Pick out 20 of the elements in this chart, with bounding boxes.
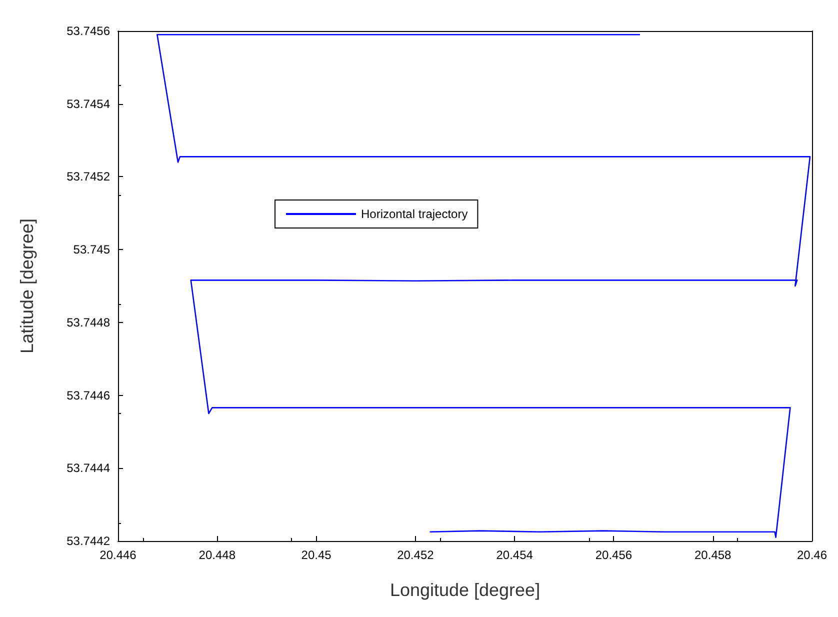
y-tick-label: 53.7444 xyxy=(66,461,110,476)
x-axis-title: Longitude [degree] xyxy=(390,580,540,600)
x-tick-label: 20.448 xyxy=(198,548,236,562)
y-tick-label: 53.745 xyxy=(73,242,110,257)
y-axis-title: Latitude [degree] xyxy=(17,218,37,354)
y-tick-label: 53.7448 xyxy=(66,315,110,330)
x-tick-label: 20.452 xyxy=(397,548,434,562)
line-series xyxy=(156,34,811,538)
x-tick-label: 20.458 xyxy=(694,548,732,562)
y-tick-label: 53.7446 xyxy=(66,388,110,402)
x-tick-label: 20.46 xyxy=(796,548,828,562)
y-tick-label: 53.7456 xyxy=(66,24,110,38)
x-tick-label: 20.45 xyxy=(301,548,332,562)
x-tick-label: 20.454 xyxy=(496,548,534,562)
y-tick-label: 53.7452 xyxy=(66,170,110,184)
y-tick-label: 53.7442 xyxy=(66,534,110,548)
text: Horizontal trajectory xyxy=(361,207,468,221)
y-tick-label: 53.7454 xyxy=(66,96,110,111)
x-tick-label: 20.456 xyxy=(595,548,632,562)
x-tick-label: 20.446 xyxy=(100,548,137,562)
